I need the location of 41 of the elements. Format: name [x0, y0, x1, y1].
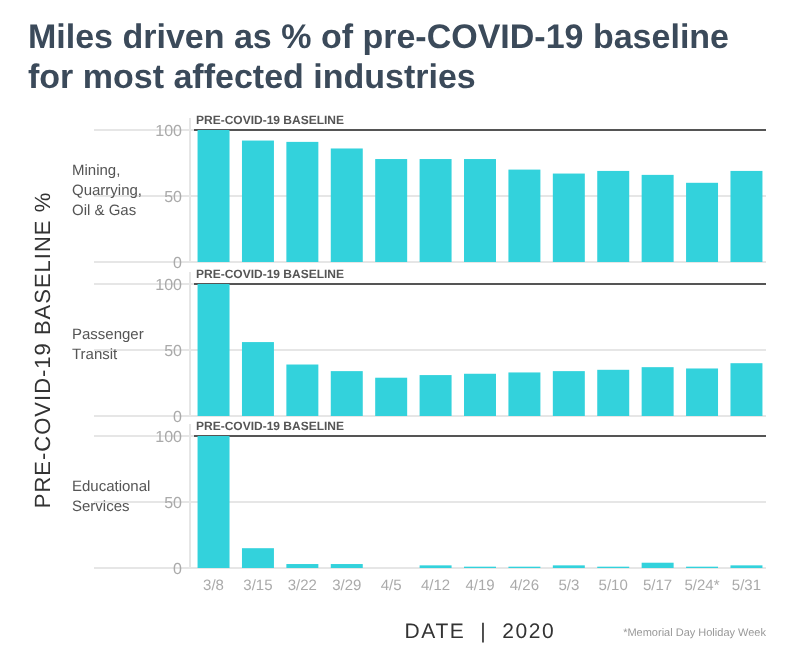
- y-tick-label: 0: [173, 407, 184, 426]
- bar: [419, 159, 452, 262]
- bar: [375, 377, 408, 416]
- bar: [330, 371, 363, 416]
- bar: [730, 363, 763, 416]
- bar: [464, 159, 496, 262]
- y-tick-label: 50: [164, 187, 184, 206]
- bar: [197, 284, 230, 416]
- y-tick-label: 50: [164, 493, 184, 512]
- bar: [552, 173, 585, 262]
- bar: [686, 368, 719, 416]
- bar: [197, 436, 230, 568]
- bar: [641, 367, 674, 416]
- bar: [597, 170, 630, 262]
- bar: [241, 548, 274, 568]
- bar: [197, 130, 230, 262]
- bar: [641, 174, 674, 262]
- bar: [419, 375, 452, 416]
- bar: [286, 364, 319, 416]
- bar: [375, 159, 408, 262]
- y-tick-label: 0: [173, 559, 184, 578]
- bar: [686, 182, 719, 262]
- bar: [508, 372, 541, 416]
- bar: [597, 369, 630, 416]
- y-tick-label: 100: [155, 121, 184, 140]
- bar: [330, 148, 363, 262]
- bar: [464, 373, 496, 416]
- y-axis-title: PRE-COVID-19 BASELINE %: [32, 191, 56, 509]
- y-tick-label: 0: [173, 253, 184, 272]
- bar: [241, 140, 274, 262]
- y-tick-label: 100: [155, 275, 184, 294]
- y-tick-label: 50: [164, 341, 184, 360]
- x-axis-title: DATE | 2020: [404, 620, 556, 644]
- bar: [552, 371, 585, 416]
- bar: [286, 141, 319, 262]
- bar: [641, 562, 674, 568]
- bar: [508, 169, 541, 262]
- y-tick-label: 100: [155, 427, 184, 446]
- bar: [241, 342, 274, 416]
- bar: [730, 170, 763, 262]
- chart-title: Miles driven as % of pre-COVID-19 baseline for most affected industries: [28, 18, 730, 96]
